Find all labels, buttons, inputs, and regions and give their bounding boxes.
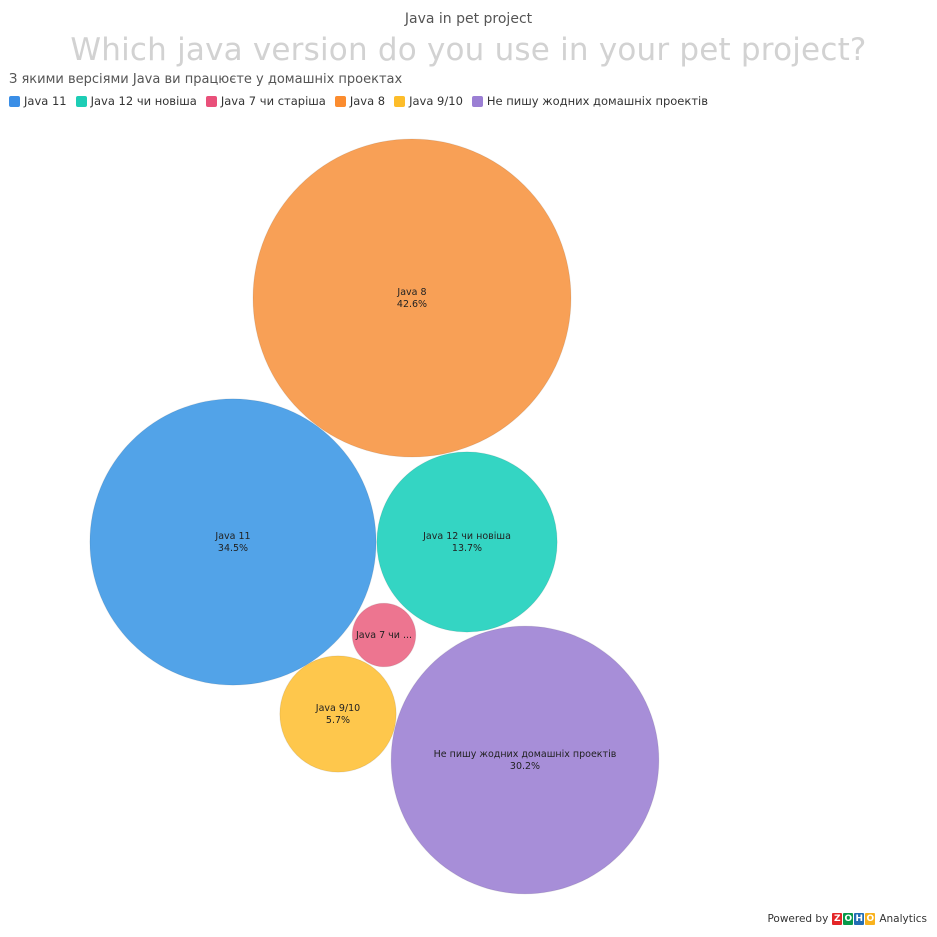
bubble-circle[interactable]: [351, 602, 417, 668]
bubble-label: Java 7 чи ...: [355, 630, 412, 641]
powered-by-footer: Powered by Z O H O Analytics: [767, 913, 927, 925]
legend-label: Java 11: [24, 94, 67, 108]
legend-swatch: [471, 95, 483, 107]
bubble-value-label: 5.7%: [326, 715, 350, 726]
bubble-label: Java 11: [214, 531, 250, 542]
zoho-logo-letter: O: [843, 913, 854, 925]
bubble-value-label: 30.2%: [510, 761, 540, 772]
legend-item-no-pet-projects[interactable]: Не пишу жодних домашніх проектів: [471, 94, 709, 108]
bubble-circle[interactable]: [376, 451, 558, 633]
bubble-label: Java 8: [396, 287, 426, 298]
legend-swatch: [75, 95, 87, 107]
chart-legend: Java 11 Java 12 чи новіша Java 7 чи стар…: [9, 94, 708, 108]
legend-swatch: [394, 95, 406, 107]
legend-item-java-11[interactable]: Java 11: [9, 94, 67, 108]
chart-subtitle: З якими версіями Java ви працюєте у дома…: [9, 72, 403, 87]
zoho-logo: Z O H O: [832, 913, 876, 925]
legend-label: Java 8: [349, 94, 386, 108]
legend-item-java-9-10[interactable]: Java 9/10: [394, 94, 463, 108]
bubble-circle[interactable]: [279, 655, 397, 773]
bubble-4[interactable]: Java 9/105.7%: [279, 655, 397, 773]
bubble-value-label: 13.7%: [452, 543, 482, 554]
powered-by-text: Powered by: [767, 913, 829, 925]
bubble-value-label: 42.6%: [397, 299, 427, 310]
zoho-logo-letter: Z: [832, 913, 843, 925]
bubble-label: Java 12 чи новіша: [422, 531, 511, 542]
legend-item-java-8[interactable]: Java 8: [334, 94, 386, 108]
legend-item-java-7[interactable]: Java 7 чи старіша: [205, 94, 326, 108]
bubble-value-label: 34.5%: [218, 543, 248, 554]
bubble-2[interactable]: Java 7 чи ...: [351, 602, 417, 668]
legend-swatch: [334, 95, 346, 107]
legend-label: Java 7 чи старіша: [220, 94, 326, 108]
bubble-circle[interactable]: [252, 138, 572, 458]
legend-swatch: [205, 95, 217, 107]
legend-label: Java 12 чи новіша: [90, 94, 197, 108]
bubble-3[interactable]: Java 842.6%: [252, 138, 572, 458]
bubble-circle[interactable]: [89, 398, 377, 686]
bubble-label: Не пишу жодних домашніх проектів: [434, 749, 617, 760]
bubble-label: Java 9/10: [315, 703, 360, 714]
legend-swatch: [9, 95, 20, 107]
legend-label: Java 9/10: [409, 94, 463, 108]
chart-title: Which java version do you use in your pe…: [70, 32, 867, 68]
zoho-logo-letter: H: [854, 913, 865, 925]
legend-label: Не пишу жодних домашніх проектів: [486, 94, 709, 108]
legend-item-java-12[interactable]: Java 12 чи новіша: [75, 94, 197, 108]
report-header-title: Java in pet project: [404, 11, 533, 27]
zoho-logo-letter: O: [865, 913, 876, 925]
bubble-circle[interactable]: [390, 625, 660, 895]
analytics-text: Analytics: [879, 913, 927, 925]
